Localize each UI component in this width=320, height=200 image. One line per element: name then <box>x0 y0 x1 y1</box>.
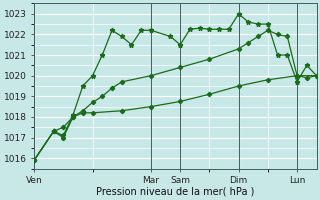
X-axis label: Pression niveau de la mer( hPa ): Pression niveau de la mer( hPa ) <box>96 187 254 197</box>
